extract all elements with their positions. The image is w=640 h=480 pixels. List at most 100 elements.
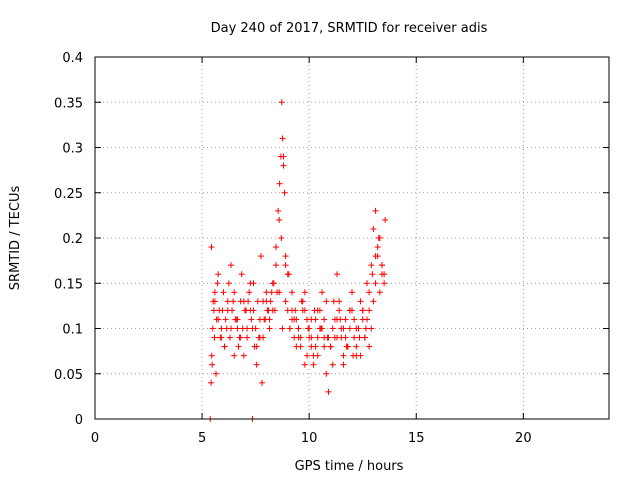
data-point [279, 325, 286, 332]
data-point [248, 316, 255, 323]
data-point [214, 280, 221, 287]
data-point [210, 307, 217, 314]
x-tick-label: 20 [515, 431, 532, 446]
y-tick-label: 0.05 [54, 368, 83, 383]
data-point [329, 325, 336, 332]
data-point [366, 289, 373, 296]
data-point [276, 216, 283, 223]
data-point [346, 307, 353, 314]
data-point [368, 325, 375, 332]
data-point [323, 370, 330, 377]
data-point [357, 298, 364, 305]
data-point [363, 280, 370, 287]
y-tick-label: 0.35 [54, 96, 83, 111]
data-point [250, 280, 257, 287]
data-point [357, 352, 364, 359]
data-point [253, 361, 260, 368]
data-point [208, 244, 215, 251]
data-point [282, 253, 289, 260]
data-point [247, 307, 254, 314]
data-point [279, 135, 286, 142]
data-point [244, 325, 251, 332]
data-point [346, 325, 353, 332]
data-point [211, 334, 218, 341]
data-point [304, 316, 311, 323]
data-point [336, 307, 343, 314]
data-point [353, 325, 360, 332]
data-point [378, 271, 385, 278]
data-point [269, 280, 276, 287]
data-point [275, 207, 282, 214]
data-point [376, 289, 383, 296]
data-points [207, 99, 389, 422]
data-point [342, 316, 349, 323]
data-point [257, 253, 264, 260]
data-point [268, 289, 275, 296]
data-point [221, 343, 228, 350]
y-tick-label: 0.2 [62, 232, 83, 247]
data-point [353, 343, 360, 350]
data-point [382, 216, 389, 223]
data-point [343, 343, 350, 350]
data-point [224, 307, 231, 314]
data-point [285, 271, 292, 278]
data-point [278, 99, 285, 106]
data-point [327, 343, 334, 350]
data-point [215, 316, 222, 323]
chart-title: Day 240 of 2017, SRMTID for receiver adi… [211, 21, 488, 36]
data-point [234, 316, 241, 323]
y-axis-label: SRMTID / TECUs [8, 186, 23, 291]
data-point [263, 298, 270, 305]
data-point [316, 307, 323, 314]
data-point [356, 334, 363, 341]
data-point [361, 334, 368, 341]
data-point [325, 388, 332, 395]
data-point [366, 307, 373, 314]
data-point [323, 298, 330, 305]
data-point [351, 334, 358, 341]
data-point [310, 361, 317, 368]
data-point [324, 334, 331, 341]
data-point [314, 334, 321, 341]
data-point [213, 370, 220, 377]
data-point [209, 325, 216, 332]
data-point [350, 352, 357, 359]
data-point [370, 298, 377, 305]
data-point [378, 262, 385, 269]
data-point [351, 316, 358, 323]
data-point [374, 244, 381, 251]
data-point [342, 334, 349, 341]
data-point [366, 343, 373, 350]
data-point [334, 271, 341, 278]
y-tick-label: 0.15 [54, 277, 83, 292]
data-point [282, 262, 289, 269]
data-point [372, 207, 379, 214]
data-point [282, 298, 289, 305]
data-point [227, 262, 234, 269]
y-tick-label: 0.4 [62, 51, 83, 66]
data-point [317, 325, 324, 332]
data-point [211, 289, 218, 296]
data-point [372, 253, 379, 260]
axis-ticks: 0 5 10 15 20 0 0.05 0.1 0.15 0.2 0.25 0.3 0.35 0.4 [54, 51, 609, 446]
data-point [266, 316, 273, 323]
data-point [301, 361, 308, 368]
y-tick-label: 0.1 [62, 323, 83, 338]
data-point [231, 289, 238, 296]
data-point [340, 352, 347, 359]
x-tick-label: 10 [301, 431, 318, 446]
data-point [252, 325, 259, 332]
data-point [222, 316, 229, 323]
x-tick-label: 15 [408, 431, 425, 446]
data-point [259, 379, 266, 386]
grid [95, 57, 609, 419]
data-point [208, 379, 215, 386]
data-point [372, 280, 379, 287]
data-point [240, 298, 247, 305]
x-tick-label: 5 [198, 431, 206, 446]
data-point [319, 289, 326, 296]
data-point [321, 343, 328, 350]
data-point [230, 298, 237, 305]
data-point [241, 307, 248, 314]
data-point [321, 316, 328, 323]
